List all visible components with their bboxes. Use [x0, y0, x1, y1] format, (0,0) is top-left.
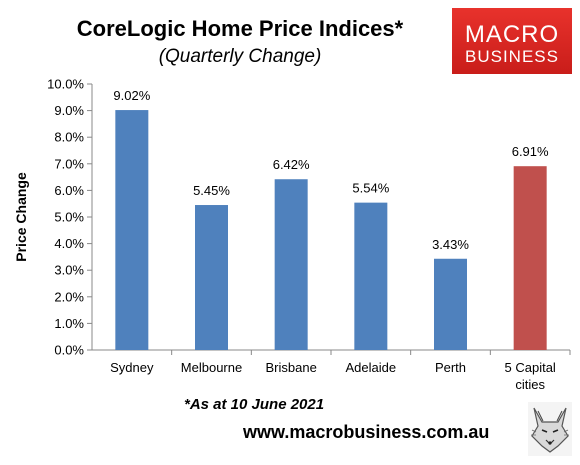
x-category-label: Brisbane — [266, 360, 317, 375]
website-url[interactable]: www.macrobusiness.com.au — [243, 422, 490, 442]
y-tick-label: 4.0% — [54, 236, 84, 251]
logo-line1: MACRO — [464, 21, 560, 48]
x-category-label: cities — [515, 377, 545, 392]
bar-perth — [434, 258, 467, 350]
y-tick-label: 7.0% — [54, 156, 84, 171]
y-tick-label: 6.0% — [54, 183, 84, 198]
chart-bars — [115, 110, 547, 351]
y-tick-label: 0.0% — [54, 343, 84, 358]
bar-brisbane — [274, 179, 308, 350]
y-tick-label: 5.0% — [54, 210, 84, 225]
y-tick-label: 1.0% — [54, 316, 84, 331]
x-category-label: Sydney — [110, 360, 154, 375]
chart-title: CoreLogic Home Price Indices* — [76, 16, 404, 41]
bar-melbourne — [195, 205, 228, 350]
chart-axes: 0.0% 1.0% 2.0% 3.0% 4.0% 5.0% 6.0% 7.0% 8.0% 9.0%… — [13, 77, 571, 358]
x-category-label: Melbourne — [181, 360, 242, 375]
bar-adelaide — [354, 202, 388, 350]
data-label: 5.45% — [193, 183, 230, 198]
fox-icon — [528, 402, 572, 456]
chart-labels: 9.02% Sydney 5.45% Melbourne 6.42% Brisbane 5.… — [110, 88, 556, 392]
y-tick-label: 3.0% — [54, 263, 84, 278]
chart-subtitle: (Quarterly Change) — [158, 46, 322, 67]
y-tick-label: 8.0% — [54, 130, 84, 145]
y-tick-label: 10.0% — [47, 77, 84, 92]
data-label: 9.02% — [113, 88, 150, 103]
x-category-label: Adelaide — [346, 360, 397, 375]
y-tick-label: 2.0% — [54, 289, 84, 304]
x-category-label: Perth — [435, 360, 466, 375]
data-label: 6.42% — [273, 157, 310, 172]
data-label: 3.43% — [432, 237, 469, 252]
x-category-label: 5 Capital — [505, 360, 556, 375]
y-tick-label: 9.0% — [54, 103, 84, 118]
data-label: 6.91% — [512, 144, 549, 159]
y-axis-title: Price Change — [13, 172, 29, 262]
bar-5-capital-cities — [513, 166, 547, 350]
footnote: *As at 10 June 2021 — [184, 396, 325, 413]
data-label: 5.54% — [352, 181, 389, 196]
bar-sydney — [115, 110, 149, 351]
macrobusiness-logo[interactable]: MACRO BUSINESS — [452, 8, 572, 74]
logo-line2: BUSINESS — [465, 47, 559, 66]
